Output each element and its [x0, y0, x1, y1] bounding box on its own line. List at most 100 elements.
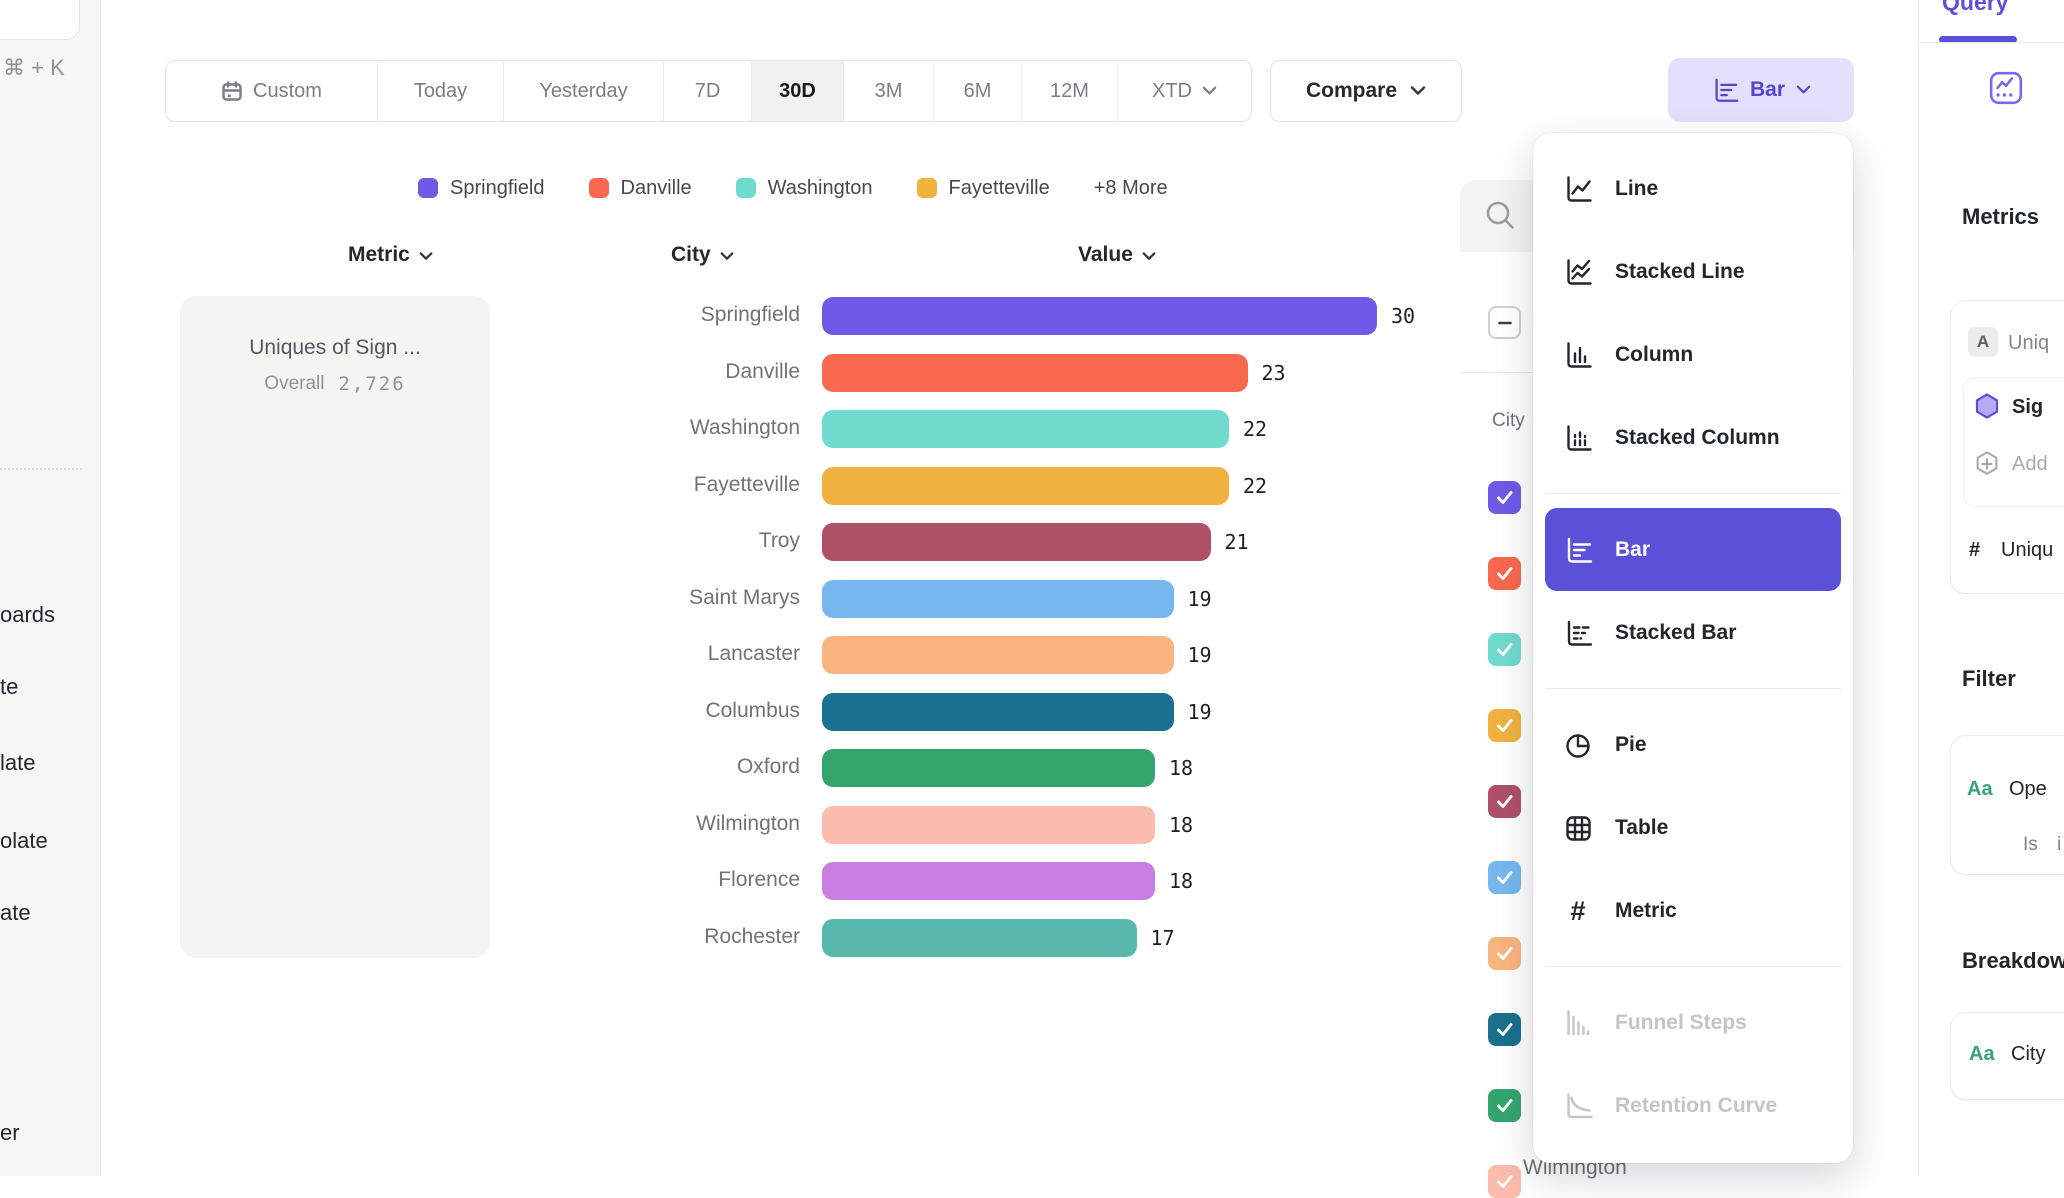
stacked-bar-chart-icon [1563, 618, 1593, 648]
menu-item-label: Retention Curve [1615, 1093, 1778, 1117]
date-range-xtd[interactable]: XTD [1118, 61, 1251, 121]
bar-segment-lancaster[interactable] [822, 636, 1174, 674]
city-checkbox-oxford[interactable] [1488, 1088, 1521, 1122]
date-range-7d[interactable]: 7D [664, 61, 752, 121]
bar-segment-columbus[interactable] [822, 692, 1174, 731]
menu-item-stacked-bar[interactable]: Stacked Bar [1533, 591, 1853, 674]
date-range-12m[interactable]: 12M [1022, 61, 1118, 121]
date-range-yesterday[interactable]: Yesterday [504, 61, 664, 121]
bar-segment-saint-marys[interactable] [822, 579, 1174, 618]
metric-card[interactable]: Uniques of Sign ... Overall 2,726 [180, 296, 490, 958]
event-name[interactable]: Sig [2012, 396, 2044, 418]
city-checkbox-danville[interactable] [1488, 556, 1521, 590]
menu-item-label: Line [1615, 176, 1659, 200]
metric-name[interactable]: Uniq [2008, 332, 2050, 354]
sidebar-item-oards[interactable]: oards [0, 602, 56, 627]
value-column-header[interactable]: Value [1078, 243, 1156, 267]
add-event-label[interactable]: Add [2012, 453, 2048, 475]
city-checkbox-fayetteville[interactable] [1488, 708, 1521, 742]
bar-chart-icon [1563, 535, 1593, 565]
date-range-custom[interactable]: Custom [166, 61, 378, 121]
legend-swatch [916, 178, 937, 198]
compare-button[interactable]: Compare [1270, 60, 1462, 122]
menu-item-metric[interactable]: # Metric [1533, 869, 1853, 952]
bar-value: 18 [1169, 869, 1194, 893]
chart-row-florence: Florence 18 [0, 861, 1460, 901]
city-label: Troy [758, 529, 800, 552]
tab-query[interactable]: Query [1942, 0, 2009, 15]
menu-item-column[interactable]: Column [1533, 313, 1853, 396]
city-checkbox-lancaster[interactable] [1488, 936, 1521, 970]
count-type-label[interactable]: Uniqu [2001, 539, 2054, 561]
bar-value: 22 [1243, 417, 1268, 441]
legend-more-button[interactable]: +8 More [1093, 176, 1168, 199]
table-grid-icon [1563, 813, 1593, 843]
tab-strip-border [1919, 42, 2064, 43]
menu-item-line[interactable]: Line [1533, 147, 1853, 230]
sidebar-border [1918, 0, 1919, 1176]
metric-title: Uniques of Sign ... [249, 336, 421, 359]
sidebar-item-er[interactable]: er [0, 1120, 20, 1145]
filter-property[interactable]: Ope [2009, 778, 2047, 800]
menu-item-bar[interactable]: Bar [1545, 508, 1841, 591]
metrics-heading: Metrics [1962, 204, 2040, 229]
breakdown-column-header: City [1492, 410, 1525, 431]
legend-item-springfield[interactable]: Springfield [418, 177, 545, 200]
sidebar-item-olate[interactable]: olate [0, 828, 48, 853]
bar-segment-florence[interactable] [822, 862, 1155, 900]
bar-segment-washington[interactable] [822, 410, 1229, 448]
bar-segment-troy[interactable] [822, 523, 1211, 561]
menu-divider [1545, 493, 1841, 494]
legend-swatch [735, 178, 756, 198]
menu-item-stacked-column[interactable]: Stacked Column [1533, 396, 1853, 479]
sidebar-item-ate[interactable]: ate [0, 900, 31, 925]
filter-value[interactable]: i [2057, 834, 2062, 855]
sidebar-item-te[interactable]: te [0, 674, 19, 699]
date-range-6m[interactable]: 6M [934, 61, 1022, 121]
bar-segment-wilmington[interactable] [822, 805, 1155, 844]
bar-segment-danville[interactable] [822, 353, 1248, 392]
nav-search-card[interactable] [0, 0, 80, 40]
city-label: Rochester [704, 924, 800, 948]
left-nav-rail: ⌘ + K oards te late olate ate er [0, 0, 101, 1176]
date-range-label: 3M [874, 79, 903, 102]
property-type-badge: Aa [1967, 778, 1993, 800]
city-checkbox-saint-marys[interactable] [1488, 860, 1521, 894]
date-range-30d[interactable]: 30D [752, 61, 844, 121]
city-checkbox-wilmington[interactable] [1488, 1164, 1521, 1198]
bar-segment-oxford[interactable] [822, 749, 1155, 787]
chart-row-troy: Troy 21 [0, 522, 1460, 562]
chart-type-button[interactable]: Bar [1668, 58, 1854, 122]
city-checkbox-troy[interactable] [1488, 784, 1521, 818]
city-label: Saint Marys [689, 585, 800, 609]
menu-item-pie[interactable]: Pie [1533, 703, 1853, 786]
metric-column-header[interactable]: Metric [348, 243, 433, 267]
breakdown-property[interactable]: City [2011, 1043, 2046, 1065]
compare-label: Compare [1305, 79, 1398, 102]
date-range-today[interactable]: Today [378, 61, 504, 121]
sidebar-item-late[interactable]: late [0, 750, 36, 775]
bar-segment-fayetteville[interactable] [822, 466, 1229, 505]
menu-item-stacked-line[interactable]: Stacked Line [1533, 230, 1853, 313]
city-checkbox-washington[interactable] [1488, 632, 1521, 666]
filter-operator[interactable]: Is [2023, 834, 2038, 855]
bar-segment-rochester[interactable] [822, 918, 1137, 957]
menu-item-table[interactable]: Table [1533, 786, 1853, 869]
bar-value: 22 [1243, 473, 1268, 498]
city-column-header[interactable]: City [671, 243, 734, 267]
insights-chart-icon[interactable] [1988, 70, 2024, 106]
date-range-3m[interactable]: 3M [844, 61, 934, 121]
city-label: Oxford [736, 755, 800, 778]
city-label: Washington [689, 416, 800, 439]
metric-overall-label: Overall [264, 373, 325, 394]
city-checkbox-springfield[interactable] [1488, 480, 1521, 514]
legend-item-fayetteville[interactable]: Fayetteville [916, 177, 1050, 200]
select-all-checkbox[interactable] [1488, 306, 1521, 339]
bar-segment-springfield[interactable] [822, 297, 1377, 335]
value-header-label: Value [1078, 243, 1133, 266]
city-checkbox-columbus[interactable] [1488, 1012, 1521, 1046]
legend-item-danville[interactable]: Danville [588, 177, 692, 200]
breakdown-card: Aa City [1950, 1012, 2064, 1100]
calendar-icon [221, 80, 243, 102]
legend-item-washington[interactable]: Washington [735, 177, 873, 200]
